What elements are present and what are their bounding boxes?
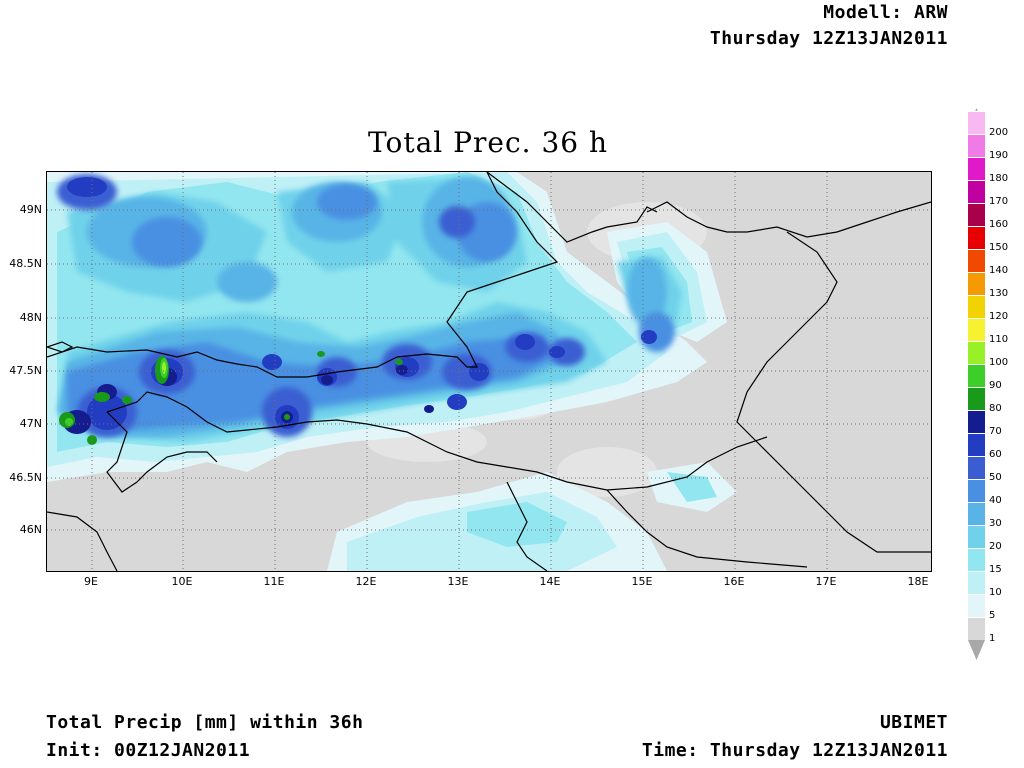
legend-swatch — [968, 617, 985, 640]
provider-label: UBIMET — [879, 712, 948, 733]
legend-label: 200 — [989, 127, 1009, 138]
legend-label: 150 — [989, 242, 1009, 253]
map-title: Total Prec. 36 h — [368, 126, 608, 159]
legend-label: 50 — [989, 472, 1002, 483]
lat-label: 49N — [19, 203, 42, 216]
legend-swatch — [968, 203, 985, 226]
legend-bottom-arrow — [968, 640, 985, 660]
border-it-si-hr — [506, 481, 548, 571]
legend-label: 20 — [989, 541, 1002, 552]
lat-label: 48N — [19, 311, 42, 324]
legend-label: 140 — [989, 265, 1009, 276]
border-de-cz — [486, 172, 658, 243]
legend-swatch — [968, 341, 985, 364]
precip-color-legend: 1 5 10 15 20 30 40 50 60 70 80 90 100 110 120 130 140 150… — [968, 108, 1024, 664]
border-ch-it — [47, 511, 118, 571]
legend-label: 30 — [989, 518, 1002, 529]
lon-label: 14E — [539, 575, 561, 588]
border-at-sk-hu — [736, 231, 931, 553]
lon-label: 10E — [171, 575, 193, 588]
legend-label: 80 — [989, 403, 1002, 414]
lon-label: 11E — [263, 575, 285, 588]
legend-swatch — [968, 364, 985, 387]
border-si-hr — [606, 489, 808, 568]
legend-swatch — [968, 387, 985, 410]
lat-label: 46N — [19, 523, 42, 536]
legend-swatch — [968, 410, 985, 433]
init-time: Init: 00Z12JAN2011 — [46, 740, 251, 761]
lat-label: 47.5N — [9, 364, 42, 377]
legend-swatch — [968, 433, 985, 456]
legend-label: 60 — [989, 449, 1002, 460]
legend-label: 160 — [989, 219, 1009, 230]
border-cz-at-sk — [646, 201, 931, 238]
lat-label: 48.5N — [9, 257, 42, 270]
graticule — [47, 172, 931, 571]
legend-label: 15 — [989, 564, 1002, 575]
precipitation-field — [47, 172, 931, 571]
legend-swatch — [968, 180, 985, 203]
border-ch-at — [106, 411, 218, 493]
legend-label: 90 — [989, 380, 1002, 391]
country-borders — [47, 172, 931, 571]
lon-label: 13E — [447, 575, 469, 588]
legend-swatch — [968, 157, 985, 180]
legend-swatch — [968, 456, 985, 479]
lon-label: 12E — [355, 575, 377, 588]
legend-label: 110 — [989, 334, 1009, 345]
legend-swatch — [968, 548, 985, 571]
legend-label: 1 — [989, 633, 996, 644]
precip-100mm — [162, 362, 166, 374]
lat-label: 46.5N — [9, 471, 42, 484]
legend-label: 70 — [989, 426, 1002, 437]
legend-swatch — [968, 594, 985, 617]
variable-description: Total Precip [mm] within 36h — [46, 712, 364, 733]
legend-swatch — [968, 111, 985, 134]
lon-label: 17E — [815, 575, 837, 588]
legend-label: 130 — [989, 288, 1009, 299]
forecast-time: Time: Thursday 12Z13JAN2011 — [641, 740, 948, 761]
border-lake — [47, 341, 74, 353]
legend-swatch — [968, 249, 985, 272]
lat-label: 47N — [19, 417, 42, 430]
legend-swatch — [968, 226, 985, 249]
border-at-it-si — [106, 391, 768, 491]
legend-swatch — [968, 502, 985, 525]
border-de-at — [47, 172, 559, 378]
legend-swatch — [968, 134, 985, 157]
precipitation-map — [46, 171, 932, 572]
legend-swatch — [968, 295, 985, 318]
legend-swatch — [968, 571, 985, 594]
legend-swatch — [968, 479, 985, 502]
lon-label: 16E — [723, 575, 745, 588]
legend-label: 180 — [989, 173, 1009, 184]
legend-label: 40 — [989, 495, 1002, 506]
legend-label: 120 — [989, 311, 1009, 322]
legend-label: 100 — [989, 357, 1009, 368]
legend-label: 170 — [989, 196, 1009, 207]
legend-label: 10 — [989, 587, 1002, 598]
legend-label: 5 — [989, 610, 996, 621]
lon-label: 15E — [631, 575, 653, 588]
lon-label: 18E — [907, 575, 929, 588]
legend-swatch — [968, 272, 985, 295]
legend-label: 190 — [989, 150, 1009, 161]
valid-time-label: Thursday 12Z13JAN2011 — [709, 28, 948, 49]
model-label: Modell: ARW — [823, 2, 948, 23]
legend-swatch — [968, 318, 985, 341]
legend-swatch — [968, 525, 985, 548]
lon-label: 9E — [84, 575, 98, 588]
